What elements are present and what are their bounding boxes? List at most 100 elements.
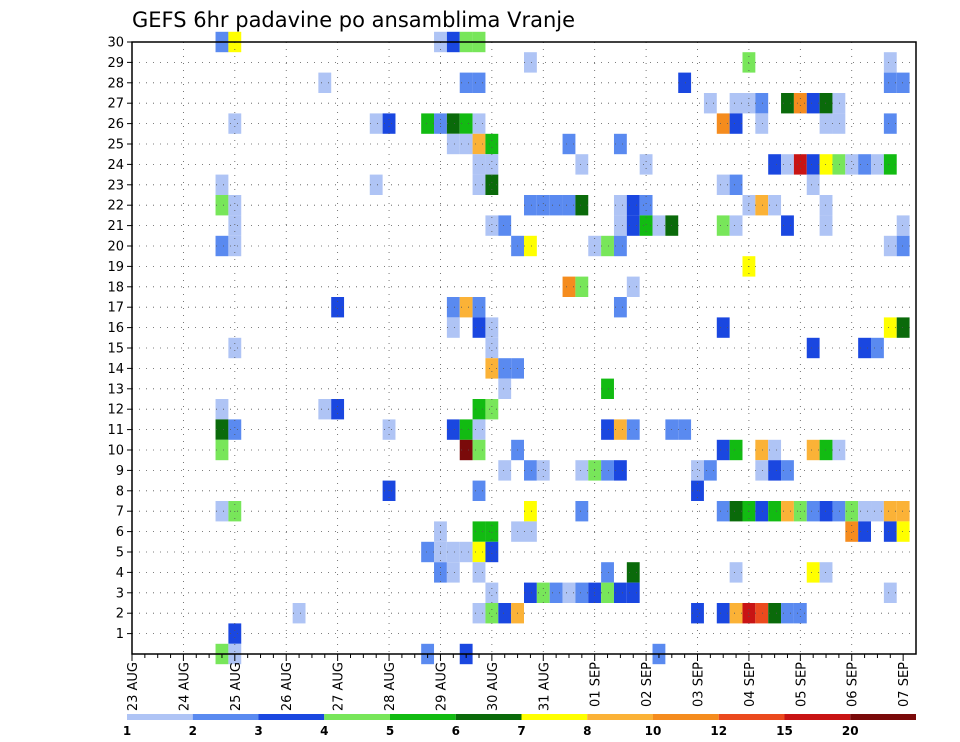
heatmap-cell bbox=[716, 174, 730, 195]
legend-label: 5 bbox=[386, 724, 394, 738]
heatmap-cell bbox=[562, 195, 576, 216]
heatmap-cell bbox=[729, 562, 743, 583]
x-tick-label: 06 SEP bbox=[846, 662, 861, 707]
heatmap-cell bbox=[215, 195, 229, 216]
heatmap-cell bbox=[472, 521, 486, 542]
y-tick-label: 25 bbox=[107, 138, 124, 153]
x-tick-label: 04 SEP bbox=[743, 662, 758, 707]
heatmap-cell bbox=[691, 460, 704, 481]
y-tick-label: 18 bbox=[107, 280, 124, 295]
heatmap-cell bbox=[781, 501, 794, 522]
heatmap-cell bbox=[703, 460, 717, 481]
x-tick-label: 03 SEP bbox=[692, 662, 707, 707]
heatmap-cell bbox=[755, 501, 769, 522]
heatmap-cell bbox=[498, 603, 512, 624]
heatmap-cell bbox=[883, 582, 897, 603]
heatmap-cell bbox=[781, 215, 794, 236]
heatmap-cell bbox=[485, 215, 499, 236]
legend-label: 3 bbox=[254, 724, 262, 738]
heatmap-cell bbox=[524, 501, 537, 522]
heatmap-cell bbox=[781, 603, 794, 624]
legend-swatch bbox=[390, 714, 456, 720]
heatmap-cell bbox=[883, 235, 897, 257]
heatmap-cell bbox=[575, 154, 589, 175]
heatmap-cell bbox=[613, 297, 627, 318]
x-tick-label: 07 SEP bbox=[897, 662, 912, 707]
heatmap-cell bbox=[331, 399, 345, 420]
heatmap-cell bbox=[716, 113, 730, 134]
heatmap-cell bbox=[819, 215, 833, 236]
legend-label: 6 bbox=[452, 724, 460, 738]
x-tick-label: 31 AUG bbox=[537, 662, 552, 711]
heatmap-cell bbox=[459, 419, 473, 440]
heatmap-cell bbox=[472, 297, 486, 318]
y-tick-label: 27 bbox=[107, 97, 124, 112]
heatmap-cell bbox=[626, 195, 640, 216]
heatmap-cell bbox=[601, 562, 614, 583]
heatmap-cell bbox=[524, 521, 537, 542]
heatmap-cell bbox=[639, 195, 653, 216]
heatmap-cell bbox=[819, 501, 833, 522]
heatmap-cell bbox=[472, 399, 486, 420]
heatmap-cell bbox=[845, 521, 859, 542]
heatmap-cell bbox=[369, 113, 383, 134]
y-tick-label: 14 bbox=[107, 362, 124, 377]
legend-label: 20 bbox=[842, 724, 859, 738]
y-tick-label: 5 bbox=[116, 546, 124, 561]
y-tick-label: 4 bbox=[116, 566, 124, 581]
y-tick-label: 13 bbox=[107, 382, 124, 397]
heatmap-cell bbox=[485, 603, 499, 624]
heatmap-cell bbox=[883, 154, 897, 175]
heatmap-cell bbox=[228, 419, 242, 440]
color-legend: 1 2 3 4 5 6 7 8 10 12 15 20 bbox=[123, 714, 916, 738]
heatmap-cell bbox=[729, 113, 743, 134]
heatmap-cell bbox=[793, 93, 807, 114]
heatmap-cell bbox=[626, 276, 640, 297]
heatmap-cell bbox=[716, 439, 730, 461]
heatmap-cell bbox=[472, 72, 486, 93]
heatmap-cell bbox=[215, 439, 229, 461]
heatmap-cell bbox=[562, 133, 576, 155]
heatmap-cell bbox=[729, 93, 743, 114]
heatmap-cell bbox=[626, 215, 640, 236]
heatmap-cell bbox=[832, 113, 846, 134]
heatmap-cell bbox=[729, 603, 743, 624]
heatmap-cell bbox=[446, 419, 460, 440]
heatmap-cell bbox=[446, 133, 460, 155]
heatmap-cell bbox=[498, 215, 512, 236]
heatmap-cell bbox=[883, 501, 897, 522]
y-tick-label: 15 bbox=[107, 342, 124, 357]
heatmap-cell bbox=[896, 317, 910, 338]
heatmap-cell bbox=[626, 419, 640, 440]
y-tick-label: 17 bbox=[107, 301, 124, 316]
legend-swatch bbox=[324, 714, 390, 720]
heatmap-cell bbox=[883, 113, 897, 134]
heatmap-cell bbox=[613, 419, 627, 440]
heatmap-cell bbox=[536, 460, 550, 481]
heatmap-cell bbox=[819, 195, 833, 216]
legend-label: 15 bbox=[776, 724, 793, 738]
legend-swatch bbox=[587, 714, 653, 720]
x-tick-label: 02 SEP bbox=[640, 662, 655, 707]
heatmap-cell bbox=[485, 317, 499, 338]
heatmap-cell bbox=[768, 501, 782, 522]
heatmap-cell bbox=[472, 480, 486, 501]
heatmap-cell bbox=[472, 541, 486, 563]
heatmap-cell bbox=[485, 399, 499, 420]
heatmap-cell bbox=[446, 317, 460, 338]
legend-swatch bbox=[718, 714, 785, 720]
heatmap-cell bbox=[626, 582, 640, 603]
y-tick-label: 12 bbox=[107, 403, 124, 418]
heatmap-cell bbox=[498, 460, 512, 481]
heatmap-cell bbox=[215, 174, 229, 195]
heatmap-cell bbox=[575, 501, 589, 522]
heatmap-cell bbox=[485, 154, 499, 175]
x-tick-label: 26 AUG bbox=[280, 662, 295, 711]
heatmap-cell bbox=[318, 399, 332, 420]
heatmap-cell bbox=[793, 154, 807, 175]
heatmap-cell bbox=[883, 72, 897, 93]
x-tick-label: 23 AUG bbox=[126, 662, 141, 711]
y-tick-label: 28 bbox=[107, 76, 124, 91]
legend-label: 1 bbox=[123, 724, 131, 738]
heatmap-cell bbox=[755, 195, 769, 216]
